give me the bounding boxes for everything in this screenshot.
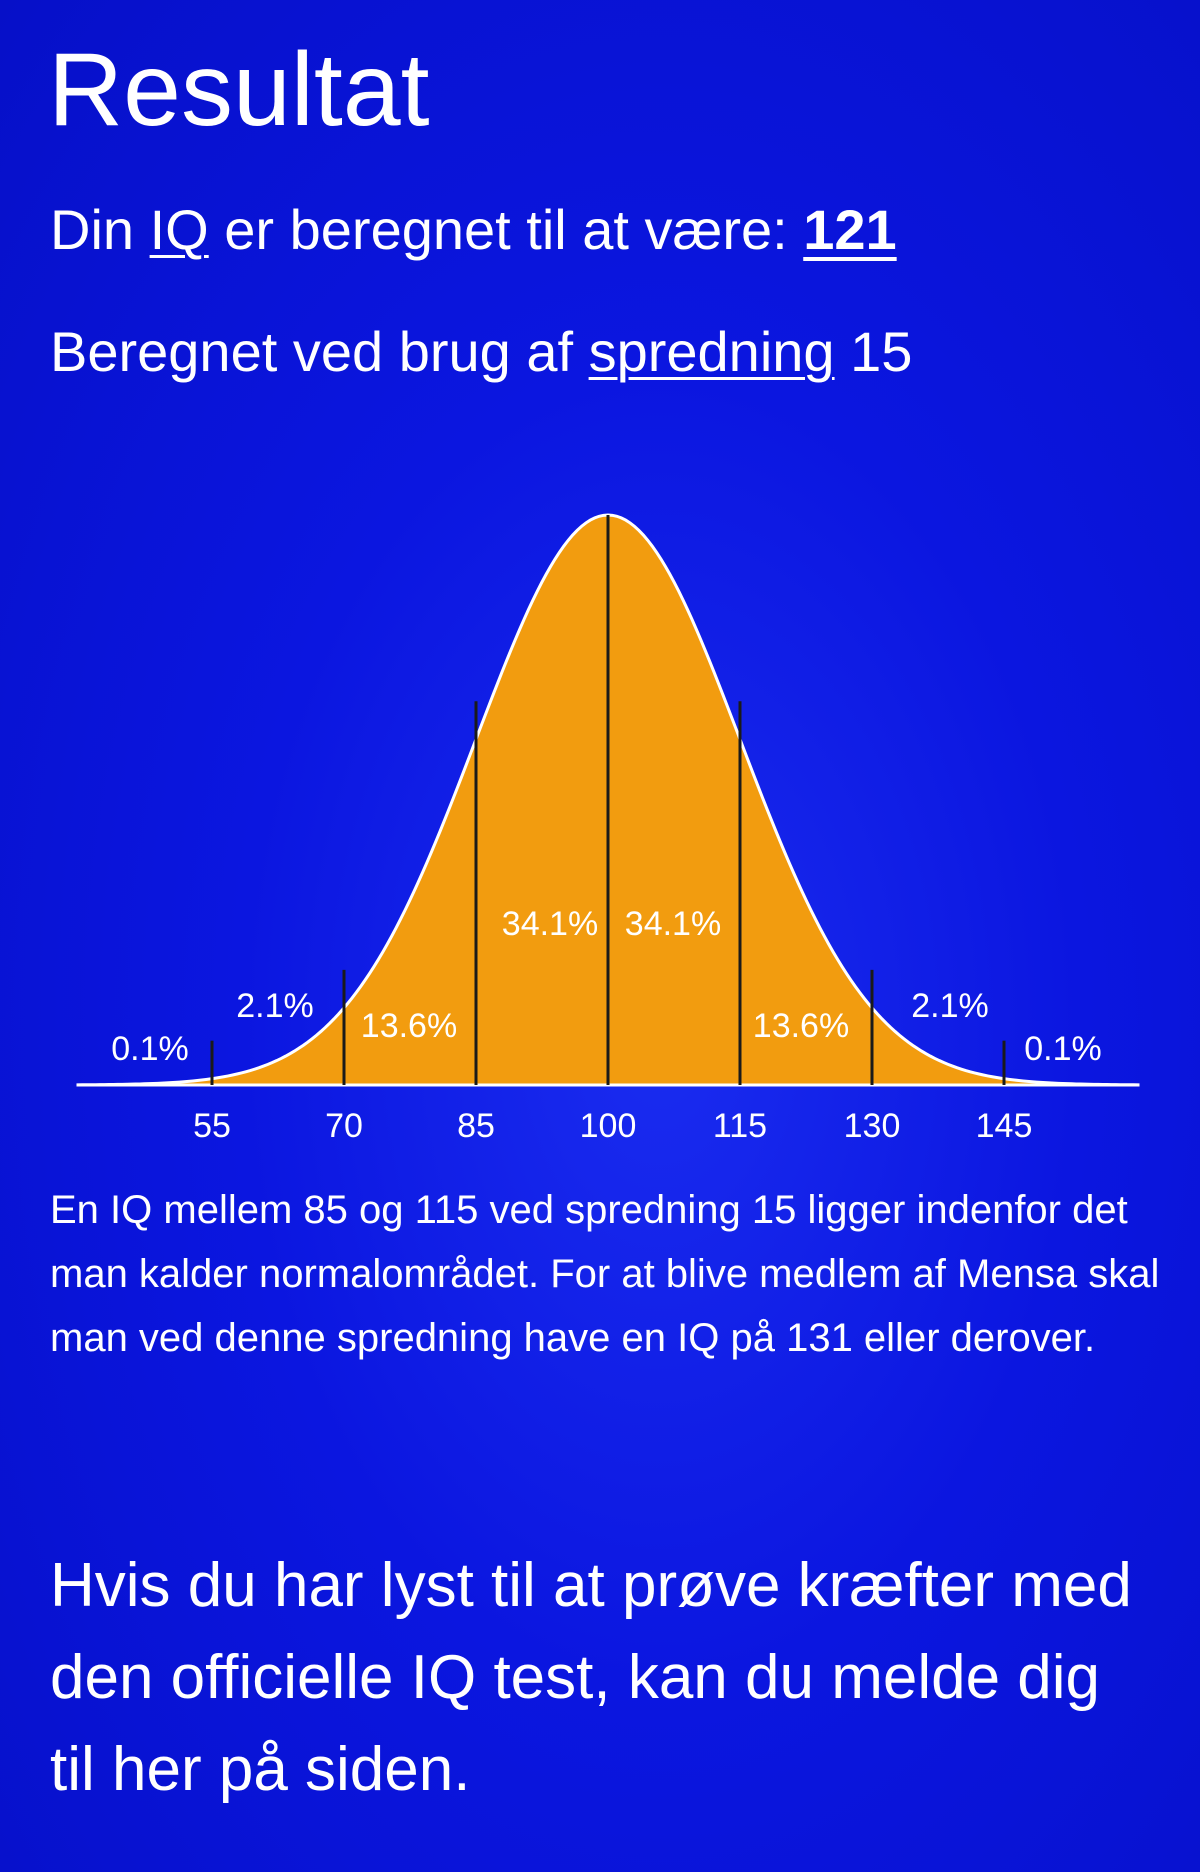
iq-score-value: 121 [803,198,897,261]
region-label-130-145: 2.1% [911,987,989,1025]
x-tick-label-145: 145 [976,1107,1033,1145]
x-tick-label-130: 130 [844,1107,901,1145]
iq-result-line: Din IQ er beregnet til at være: 121 [50,196,897,263]
x-tick-label-70: 70 [325,1107,363,1145]
x-tick-label-115: 115 [713,1107,767,1145]
result-middle: er beregnet til at være: [224,198,788,261]
region-label-145-160: 0.1% [1024,1030,1102,1068]
normal-range-description: En IQ mellem 85 og 115 ved spredning 15 … [50,1188,1160,1360]
spread-line: Beregnet ved brug af spredning 15 [50,318,912,385]
region-label-40-55: 0.1% [111,1030,189,1068]
region-label-70-85: 13.6% [361,1007,457,1045]
x-tick-label-85: 85 [457,1107,495,1145]
region-label-100-115: 34.1% [625,905,721,943]
page-title: Resultat [48,32,430,148]
iq-distribution-chart: 55 70 85 100 115 130 145 0.1% 2.1% 13.6% 34.1% 34.1… [76,513,1140,1145]
result-prefix: Din [50,198,135,261]
iq-link[interactable]: IQ [149,198,209,261]
signup-cta-link[interactable]: Hvis du har lyst til at prøve kræfter me… [50,1551,1132,1804]
region-label-55-70: 2.1% [236,987,314,1025]
region-label-115-130: 13.6% [753,1007,849,1045]
spread-value: 15 [850,320,913,383]
x-tick-label-55: 55 [193,1107,231,1145]
spread-link[interactable]: spredning [588,320,835,383]
spread-prefix: Beregnet ved brug af [50,320,574,383]
x-tick-label-100: 100 [580,1107,637,1145]
region-label-85-100: 34.1% [502,905,598,943]
